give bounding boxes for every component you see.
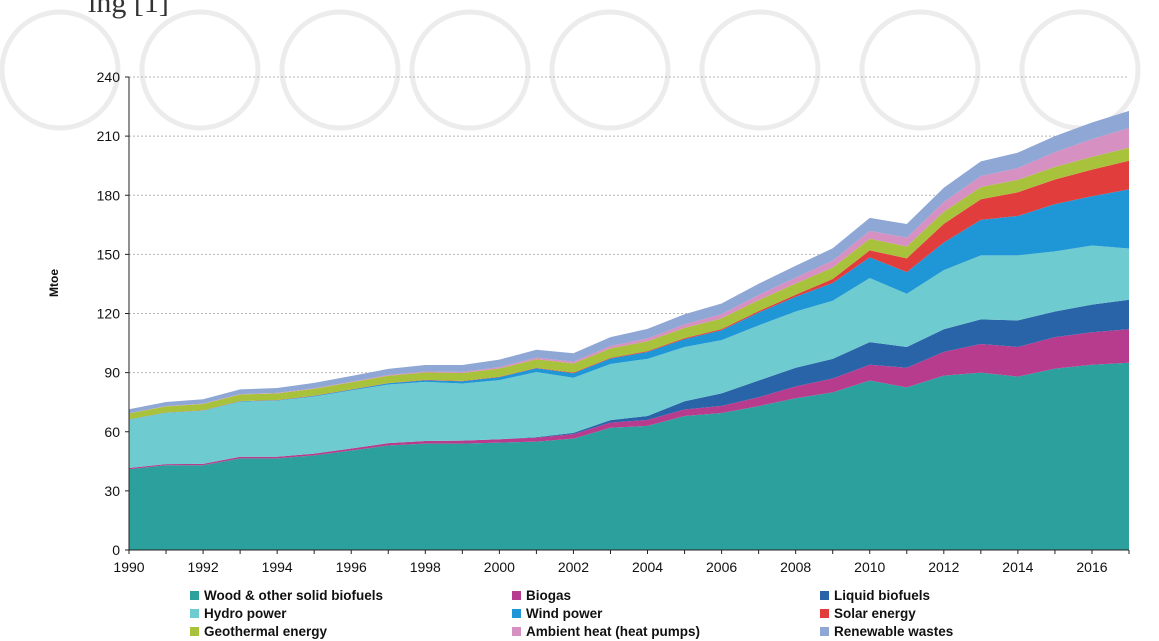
watermark-arc — [549, 9, 671, 131]
x-tick-label: 1990 — [113, 559, 144, 575]
legend-item: Wood & other solid biofuels — [190, 586, 512, 604]
x-tick-label: 2010 — [854, 559, 885, 575]
legend-swatch — [512, 626, 521, 636]
y-axis-label: Mtoe — [47, 269, 61, 297]
legend-label: Biogas — [526, 587, 572, 603]
watermark-arc — [1019, 9, 1141, 131]
intechopen-watermark — [0, 9, 1141, 131]
legend-swatch — [820, 626, 829, 636]
x-tick-label: 1992 — [187, 559, 218, 575]
x-tick-label: 2000 — [484, 559, 515, 575]
y-tick-label: 210 — [97, 128, 121, 144]
legend-label: Ambient heat (heat pumps) — [526, 623, 701, 639]
legend-swatch — [512, 608, 521, 618]
legend-swatch — [820, 608, 829, 618]
x-tick-label: 1994 — [262, 559, 293, 575]
legend-label: Wood & other solid biofuels — [204, 587, 383, 603]
x-tick-label: 1996 — [336, 559, 367, 575]
legend-label: Wind power — [526, 605, 603, 621]
watermark-arc — [279, 9, 401, 131]
area-series — [129, 110, 1129, 550]
legend-label: Hydro power — [204, 605, 287, 621]
x-tick-label: 2008 — [780, 559, 811, 575]
y-tick-label: 90 — [104, 365, 120, 381]
legend-label: Geothermal energy — [204, 623, 328, 639]
x-tick-label: 1998 — [410, 559, 441, 575]
y-tick-label: 180 — [97, 187, 121, 203]
legend-item: Renewable wastes — [820, 622, 1090, 640]
x-tick-label: 2004 — [632, 559, 663, 575]
legend-item: Biogas — [512, 586, 820, 604]
legend-item: Ambient heat (heat pumps) — [512, 622, 820, 640]
area-hydro-power — [129, 245, 1129, 469]
watermark-arc — [409, 9, 531, 131]
x-tick-label: 2006 — [706, 559, 737, 575]
legend-label: Renewable wastes — [834, 623, 954, 639]
y-tick-label: 60 — [104, 424, 120, 440]
x-tick-label: 2002 — [558, 559, 589, 575]
x-tick-label: 2016 — [1076, 559, 1107, 575]
legend-item: Solar energy — [820, 604, 1090, 622]
legend-label: Solar energy — [834, 605, 916, 621]
axes: 0 30 60 90 120 150 180 210 240 1990 1992 1994 1996 19… — [97, 69, 1130, 575]
area-wood-other-solid-biofuels — [129, 362, 1129, 550]
y-tick-label: 30 — [104, 483, 120, 499]
legend-swatch — [820, 590, 829, 600]
x-tick-label: 2012 — [928, 559, 959, 575]
legend-swatch — [190, 608, 199, 618]
watermark-arc — [139, 9, 261, 131]
legend-label: Liquid biofuels — [834, 587, 930, 603]
chart-legend: Wood & other solid biofuels Biogas Liquid … — [190, 586, 1090, 640]
legend-item: Geothermal energy — [190, 622, 512, 640]
watermark-arc — [0, 9, 121, 131]
legend-item: Wind power — [512, 604, 820, 622]
legend-swatch — [190, 590, 199, 600]
legend-item: Hydro power — [190, 604, 512, 622]
watermark-arc — [859, 9, 981, 131]
legend-item: Liquid biofuels — [820, 586, 1090, 604]
y-tick-label: 0 — [112, 542, 120, 558]
legend-swatch — [512, 590, 521, 600]
cropped-header-text: ing [1] — [88, 0, 169, 19]
y-tick-label: 150 — [97, 246, 121, 262]
legend-swatch — [190, 626, 199, 636]
y-tick-label: 120 — [97, 306, 121, 322]
y-tick-label: 240 — [97, 69, 121, 85]
watermark-arc — [699, 9, 821, 131]
x-tick-label: 2014 — [1002, 559, 1033, 575]
